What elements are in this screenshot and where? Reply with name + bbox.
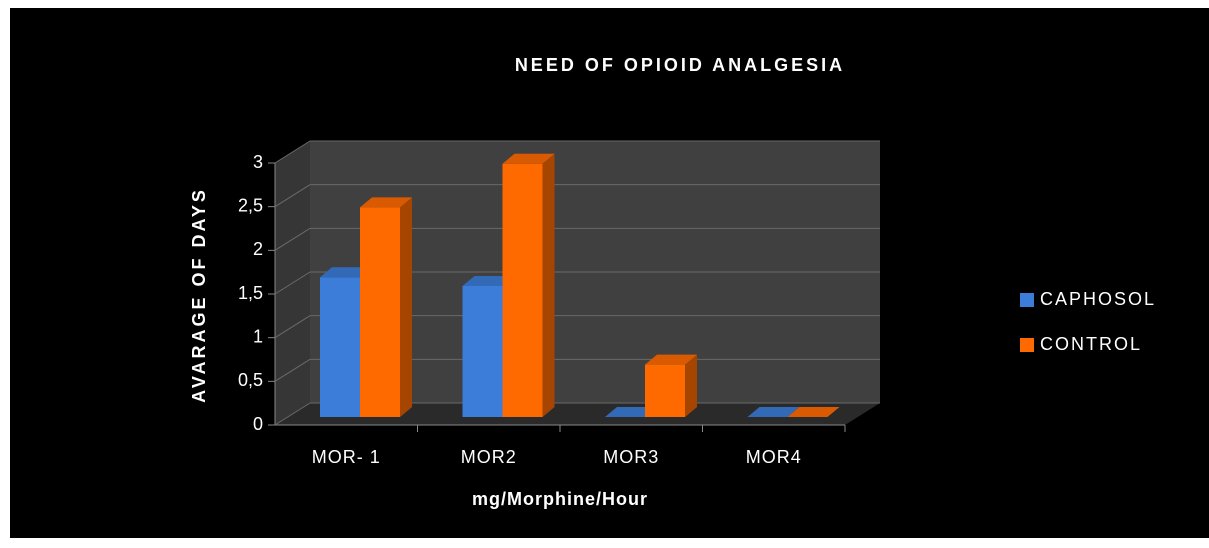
- bar-side-shade: [542, 153, 555, 417]
- bar-top: [462, 276, 515, 286]
- grid-line: [274, 315, 311, 339]
- bar-top-shade: [787, 407, 840, 417]
- bar-side-shade: [400, 197, 412, 417]
- bar-top-shade: [645, 354, 697, 365]
- grid-line: [274, 271, 311, 295]
- bar-top: [502, 153, 555, 164]
- bar-top: [320, 267, 372, 278]
- x-axis-label: mg/Morphine/Hour: [472, 489, 648, 509]
- floor: [275, 403, 880, 425]
- legend-swatch: [1020, 338, 1034, 352]
- bar-top-shade: [320, 267, 372, 278]
- grid-line: [274, 358, 311, 382]
- bar-front: [320, 277, 360, 417]
- chart-title: NEED OF OPIOID ANALGESIA: [515, 55, 845, 75]
- x-tick-label: MOR- 1: [312, 447, 381, 467]
- bar-top-shade: [360, 197, 412, 208]
- y-tick-label: 1: [253, 326, 263, 346]
- bar-top: [747, 407, 800, 417]
- legend-swatch: [1020, 293, 1034, 307]
- bar-front: [462, 286, 503, 417]
- bar-side: [542, 153, 555, 417]
- y-axis-label: AVARAGE OF DAYS: [189, 187, 209, 403]
- y-tick-label: 0: [253, 414, 263, 434]
- grid-line: [274, 140, 311, 164]
- bar-top-shade: [462, 276, 515, 286]
- y-tick-label: 1,5: [238, 283, 263, 303]
- x-tick-label: MOR3: [603, 447, 659, 467]
- grid-line: [274, 402, 311, 426]
- bar-top: [645, 354, 697, 365]
- bar: [787, 407, 840, 417]
- bar-top-shade: [605, 407, 657, 417]
- bar: [605, 407, 657, 417]
- bar: [645, 354, 697, 417]
- bar: [502, 153, 555, 417]
- x-tick-label: MOR4: [746, 447, 802, 467]
- y-tick-label: 2,5: [238, 195, 263, 215]
- bar-front: [502, 163, 543, 417]
- bar-side: [400, 197, 412, 417]
- bar-top-shade: [502, 153, 555, 164]
- legend-label: CAPHOSOL: [1040, 289, 1156, 309]
- bar-front: [360, 207, 400, 417]
- grid-line: [274, 227, 311, 251]
- bar-top: [605, 407, 657, 417]
- bar-top: [360, 197, 412, 208]
- y-tick-label: 2: [253, 239, 263, 259]
- bar-top-shade: [747, 407, 800, 417]
- bar: [360, 197, 412, 417]
- grid-line: [274, 184, 311, 208]
- y-tick-label: 3: [253, 152, 263, 172]
- bar-top: [787, 407, 840, 417]
- x-tick-label: MOR2: [461, 447, 517, 467]
- y-tick-label: 0,5: [238, 370, 263, 390]
- bar-side-shade: [685, 354, 697, 417]
- bar-front: [645, 364, 685, 417]
- bar-side: [685, 354, 697, 417]
- bar: [747, 407, 800, 417]
- legend-label: CONTROL: [1040, 334, 1142, 354]
